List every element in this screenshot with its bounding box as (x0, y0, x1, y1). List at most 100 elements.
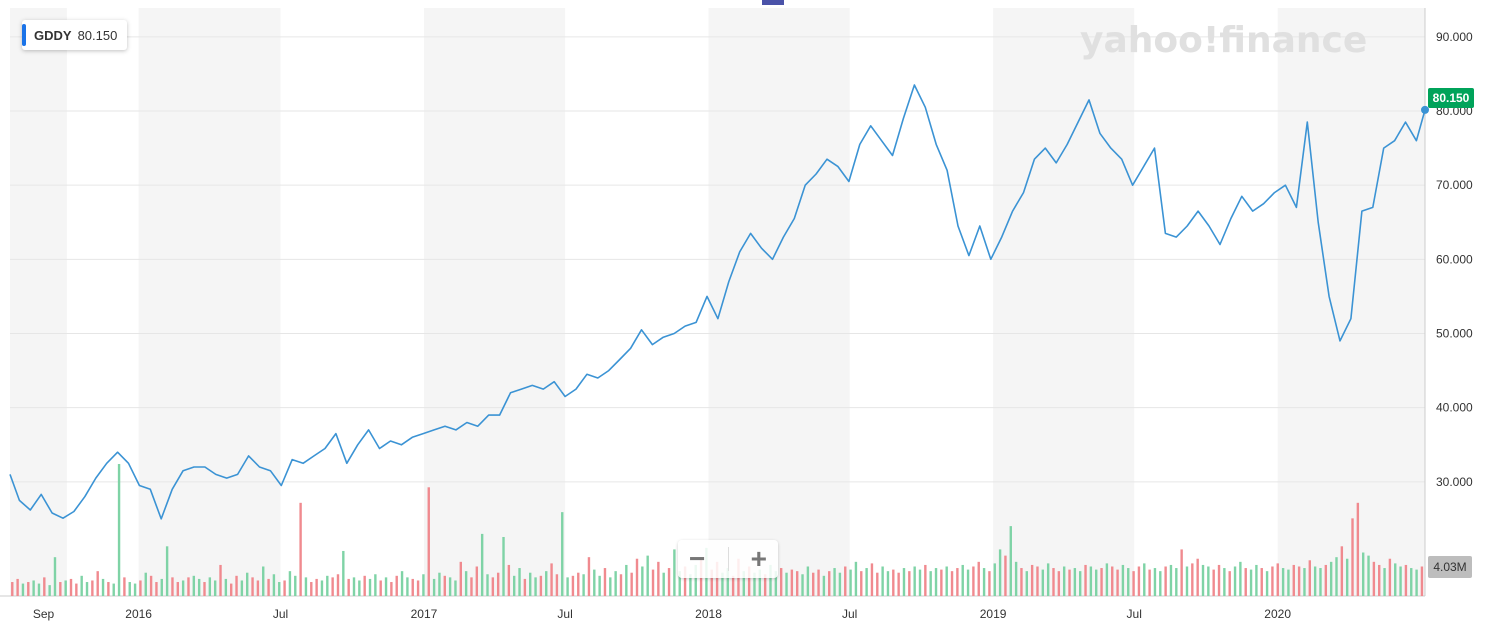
volume-bar (123, 577, 126, 596)
volume-bar (139, 580, 142, 596)
volume-bar (347, 578, 350, 596)
volume-bar (1281, 568, 1285, 596)
ticker-symbol: GDDY (34, 27, 72, 43)
volume-bar (582, 574, 585, 596)
volume-tag: 4.03M (1428, 556, 1472, 578)
volume-bar (1255, 564, 1258, 596)
volume-bar (897, 572, 900, 596)
volume-bar (1078, 571, 1082, 596)
volume-bar (1052, 568, 1055, 596)
volume-bar (352, 577, 356, 596)
volume-bar (1388, 558, 1392, 596)
volume-bar (1394, 563, 1397, 596)
volume-bar (886, 571, 890, 596)
volume-bar (107, 582, 110, 596)
volume-bar (972, 566, 975, 596)
volume-bar (160, 578, 163, 596)
volume-bar (1175, 568, 1178, 596)
volume-bar (101, 578, 105, 596)
volume-bar (470, 577, 473, 596)
volume-bar (1148, 569, 1151, 596)
y-tick-label: 70.000 (1436, 178, 1473, 192)
volume-bar (1324, 564, 1328, 596)
volume-bar (593, 569, 596, 596)
volume-bar (432, 578, 436, 596)
volume-bar (331, 577, 334, 596)
volume-bar (763, 574, 767, 596)
volume-bar (1420, 566, 1424, 596)
volume-bar (1287, 569, 1290, 596)
y-tick-label: 30.000 (1436, 475, 1473, 489)
volume-bar (486, 574, 489, 596)
volume-bar (918, 569, 922, 596)
volume-bar (529, 572, 532, 596)
volume-bar (609, 577, 612, 596)
volume-bar (844, 566, 847, 596)
volume-bar (1057, 571, 1061, 596)
volume-bar (1020, 568, 1023, 596)
volume-bar (892, 569, 895, 596)
volume-bar (619, 574, 623, 596)
volume-bar (795, 571, 799, 596)
volume-bar (459, 561, 462, 596)
volume-bar (197, 578, 201, 596)
range-marker[interactable] (762, 0, 784, 5)
volume-bar (662, 572, 665, 596)
volume-bar (1217, 564, 1221, 596)
zoom-out-button[interactable]: − (689, 543, 706, 574)
volume-bar (854, 561, 858, 596)
volume-bar (1159, 571, 1162, 596)
volume-bar (128, 582, 131, 596)
volume-bar (1196, 558, 1199, 596)
volume-bar (1207, 566, 1210, 596)
zoom-controls: − + (678, 540, 778, 578)
volume-bar (267, 578, 270, 596)
volume-bar (1239, 561, 1242, 596)
volume-bar (374, 574, 377, 596)
volume-bar (342, 550, 345, 596)
volume-bar (678, 571, 681, 596)
volume-bar (363, 575, 366, 596)
ticker-price: 80.150 (77, 27, 118, 43)
volume-bar (1212, 569, 1215, 596)
volume-bar (571, 575, 575, 596)
x-tick-label: Sep (33, 607, 55, 621)
price-line (9, 84, 1426, 520)
volume-bar (993, 563, 996, 596)
volume-bar (96, 571, 99, 596)
volume-bar (1111, 566, 1114, 596)
volume-bar (1249, 569, 1253, 596)
volume-bar (379, 580, 382, 596)
volume-bar (945, 566, 948, 596)
volume-bar (534, 577, 537, 596)
volume-bar (315, 578, 318, 596)
time-band (423, 8, 566, 596)
volume-bar (262, 566, 265, 596)
volume-bar (171, 577, 174, 596)
volume-bar (278, 582, 281, 596)
time-band (708, 8, 850, 596)
volume-bar (454, 580, 457, 596)
volume-bar (192, 575, 196, 596)
volume-bar (539, 575, 543, 596)
volume-bar (870, 563, 874, 596)
volume-bar (1132, 571, 1135, 596)
volume-bar (641, 566, 644, 596)
volume-bar (149, 575, 153, 596)
zoom-in-button[interactable]: + (750, 543, 767, 574)
volume-bar (710, 569, 713, 596)
volume-bar (326, 575, 329, 596)
volume-bar (998, 549, 1002, 596)
volume-bar (368, 578, 372, 596)
time-band (138, 8, 281, 596)
volume-bar (443, 575, 446, 596)
volume-bar (112, 583, 115, 596)
volume-bar (16, 578, 19, 596)
volume-bar (913, 566, 916, 596)
volume-bar (758, 569, 762, 596)
volume-bar (817, 569, 820, 596)
volume-bar (950, 571, 954, 596)
ticker-badge[interactable]: GDDY 80.150 (22, 20, 128, 50)
volume-bar (849, 569, 852, 596)
